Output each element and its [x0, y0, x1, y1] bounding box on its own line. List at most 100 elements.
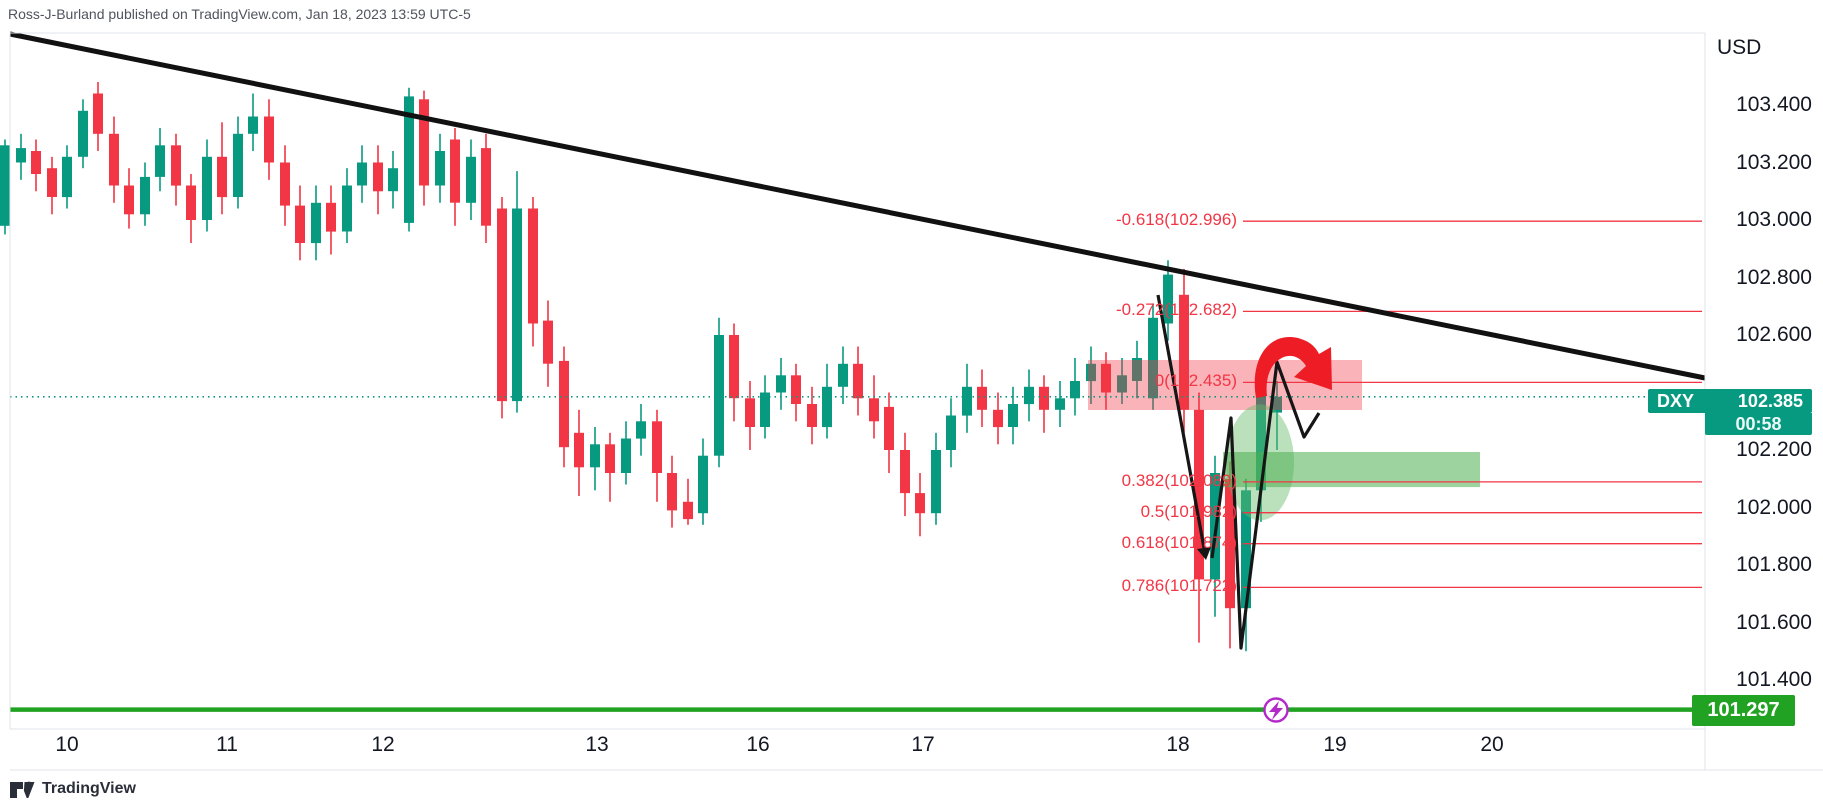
tradingview-logo-text: TradingView [42, 780, 136, 797]
candle-body [78, 110, 88, 157]
fib-level-label: 0.382(102.089) [1121, 471, 1237, 490]
candle-body [745, 398, 755, 427]
tradingview-logo[interactable]: TradingView [10, 778, 136, 800]
candle-body [1256, 386, 1266, 491]
candle-body [590, 444, 600, 468]
candle-body [1055, 398, 1065, 410]
candle-body [62, 156, 72, 198]
candle-body [776, 375, 786, 393]
fib-level-label: -0.272(102.682) [1116, 300, 1237, 319]
candle-body [404, 96, 414, 223]
symbol-name: DXY [1657, 390, 1695, 411]
candle-body [977, 386, 987, 410]
fib-level-label: 0(102.435) [1154, 371, 1237, 390]
candle-body [900, 450, 910, 494]
candle-body [497, 208, 507, 402]
candle-body [869, 398, 879, 422]
date-tick-label: 11 [216, 733, 238, 756]
price-tick-label: 102.200 [1736, 438, 1812, 461]
chart-frame [9, 32, 1823, 771]
candle-body [481, 148, 491, 226]
candle-body [109, 133, 119, 186]
candle-body [295, 205, 305, 243]
candle-body [124, 185, 134, 215]
fib-level-label: 0.5(101.982) [1140, 502, 1237, 521]
candle-body [993, 409, 1003, 428]
red-rejection-arrow [1254, 336, 1332, 398]
fib-level-label: 0.618(101.874) [1121, 533, 1237, 552]
candle-body [93, 93, 103, 134]
date-tick-label: 13 [585, 733, 609, 756]
candle-body [1070, 381, 1080, 399]
date-tick-label: 10 [55, 733, 79, 756]
candle-body [807, 404, 817, 427]
candle-body [621, 438, 631, 473]
trendline [9, 31, 1706, 381]
candle-body [280, 162, 290, 206]
arrowhead [1197, 547, 1211, 560]
bar-countdown-badge: 00:58 [1705, 413, 1812, 435]
candle-body [171, 145, 181, 186]
candle-body [264, 116, 274, 163]
price-tick-label: 101.400 [1736, 668, 1812, 691]
event-lightning-icon[interactable] [1263, 697, 1289, 723]
countdown-value: 00:58 [1735, 413, 1782, 434]
candle-body [388, 168, 398, 192]
candle-body [155, 145, 165, 177]
candle-body [248, 116, 258, 134]
candle-body [1086, 363, 1096, 382]
candle-body [16, 148, 26, 163]
candle-body [946, 415, 956, 450]
price-tick-label: 103.200 [1736, 151, 1812, 174]
candle-body [1148, 317, 1158, 399]
candle-body [574, 432, 584, 468]
tradingview-logo-icon [10, 781, 35, 798]
candle-body [962, 386, 972, 416]
price-path-arrows [1156, 294, 1321, 650]
candles [0, 82, 1282, 652]
candle-body [714, 335, 724, 456]
support-level-value: 101.297 [1707, 699, 1780, 721]
candle-body [683, 501, 693, 520]
candle-body [915, 493, 925, 514]
date-tick-label: 19 [1323, 733, 1347, 756]
candle-body [1039, 386, 1049, 410]
symbol-price-badge: DXY 102.385 [1648, 389, 1812, 413]
date-tick-label: 12 [371, 733, 395, 756]
last-price: 102.385 [1737, 390, 1803, 411]
candle-body [1272, 396, 1282, 413]
candle-body [0, 145, 10, 226]
candle-body [466, 156, 476, 203]
price-tick-label: 102.800 [1736, 266, 1812, 289]
currency-axis-label: USD [1717, 36, 1762, 59]
candle-body [791, 375, 801, 404]
candle-body [186, 185, 196, 220]
candle-body [217, 156, 227, 198]
candle-body [652, 421, 662, 473]
candle-body [435, 151, 445, 186]
candle-body [1225, 478, 1235, 609]
candle-body [838, 363, 848, 387]
candle-body [512, 208, 522, 402]
candle-body [1117, 375, 1127, 393]
candle-body [311, 202, 321, 244]
price-tick-label: 101.800 [1736, 553, 1812, 576]
date-tick-label: 20 [1480, 733, 1504, 756]
candle-body [342, 185, 352, 232]
candle-body [450, 139, 460, 203]
price-tick-label: 102.000 [1736, 496, 1812, 519]
attribution-text: Ross-J-Burland published on TradingView.… [8, 6, 471, 22]
candle-body [729, 335, 739, 399]
candle-body [1241, 490, 1251, 609]
candle-body [1179, 294, 1189, 410]
candle-body [1194, 409, 1204, 580]
candle-body [931, 450, 941, 514]
candle-body [822, 386, 832, 428]
candle-body [326, 202, 336, 232]
price-tick-label: 101.600 [1736, 611, 1812, 634]
candle-body [1163, 274, 1173, 324]
candle-body [373, 162, 383, 192]
candle-body [1024, 386, 1034, 405]
